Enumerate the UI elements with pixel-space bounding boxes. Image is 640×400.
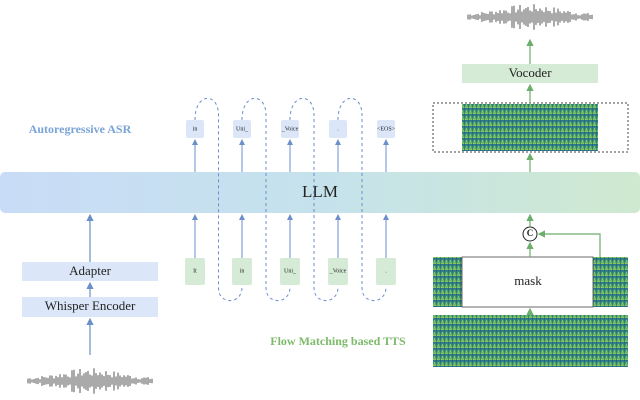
feedback-loop: [289, 97, 339, 302]
vocoder-box: [462, 64, 598, 83]
spectrogram: [462, 104, 598, 151]
concat-label: C: [527, 228, 534, 238]
output-token-box: [377, 120, 395, 138]
input-token: in: [240, 268, 245, 274]
feedback-loop: [337, 97, 387, 302]
input-token-box: [328, 258, 348, 285]
feedback-loop: [241, 97, 291, 302]
tts-arrows: [526, 38, 601, 315]
vocoder-label: Vocoder: [508, 65, 552, 80]
asr-title: Autoregressive ASR: [29, 122, 132, 136]
output-token-box: [281, 120, 299, 138]
encoder-label: Whisper Encoder: [45, 298, 136, 313]
output-token: in: [193, 126, 198, 132]
adapter-box: [22, 262, 158, 281]
mask-label: mask: [514, 273, 542, 288]
output-token-box: [233, 120, 251, 138]
output-token: Uni_: [236, 126, 249, 132]
encoder-box: [22, 297, 158, 317]
input-waveform: [27, 368, 153, 394]
mask-box: [461, 256, 594, 308]
input-token-box: [232, 258, 252, 285]
llm-label: LLM: [302, 182, 338, 201]
output-token-box: [329, 120, 347, 138]
input-token: Uni_: [284, 268, 297, 274]
input-token-box: [185, 258, 205, 285]
input-token: .: [385, 268, 387, 274]
input-token-box: [280, 258, 300, 285]
output-token: .: [337, 126, 339, 132]
input-token: _Voice: [329, 268, 347, 274]
output-token-box: [186, 120, 204, 138]
feedback-loop: [194, 97, 243, 302]
input-token-box: [376, 258, 396, 285]
input-token: It: [193, 268, 197, 274]
output-waveform: [467, 4, 593, 30]
llm-box: [0, 172, 640, 213]
output-token: _Voice: [281, 126, 299, 132]
prompt-spectrogram: [433, 315, 628, 367]
adapter-label: Adapter: [69, 263, 112, 278]
output-token: <EOS>: [377, 126, 396, 132]
tts-title: Flow Matching based TTS: [270, 334, 406, 348]
